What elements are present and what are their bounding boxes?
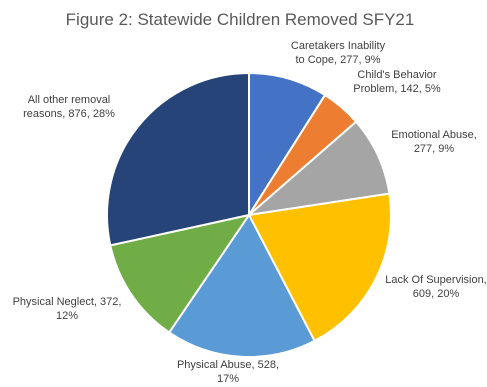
pie-slice-physical-neglect xyxy=(109,213,252,334)
pie-slices xyxy=(106,71,392,358)
pie-labels: Caretakers Inability to Cope, 277, 9% Chil… xyxy=(13,40,487,385)
pie-label-line: All other removal xyxy=(28,94,111,106)
pie-label-lack-of-supervision: Lack Of Supervision, 609, 20% xyxy=(385,274,487,300)
pie-label-physical-abuse: Physical Abuse, 528, 17% xyxy=(177,359,279,385)
pie-slice-all-other-removal-reasons xyxy=(106,71,250,247)
pie-label-all-other-removal-reasons: All other removal reasons, 876, 28% xyxy=(23,94,115,120)
pie-label-line: 17% xyxy=(217,373,239,385)
pie-label-physical-neglect: Physical Neglect, 372, 12% xyxy=(13,296,122,322)
pie-label-line: Problem, 142, 5% xyxy=(353,83,441,95)
chart-title: Figure 2: Statewide Children Removed SFY… xyxy=(66,10,415,29)
pie-label-line: Physical Abuse, 528, xyxy=(177,359,279,371)
pie-label-line: 609, 20% xyxy=(413,288,460,300)
pie-label-line: Caretakers Inability xyxy=(291,40,386,52)
pie-label-line: Lack Of Supervision, xyxy=(385,274,487,286)
pie-label-caretakers-inability-to-cope: Caretakers Inability to Cope, 277, 9% xyxy=(291,40,386,66)
pie-label-line: 12% xyxy=(56,310,78,322)
pie-label-emotional-abuse: Emotional Abuse, 277, 9% xyxy=(391,129,477,155)
pie-label-child-s-behavior-problem: Child's Behavior Problem, 142, 5% xyxy=(353,69,441,95)
pie-label-line: 277, 9% xyxy=(414,143,455,155)
pie-label-line: Physical Neglect, 372, xyxy=(13,296,122,308)
pie-label-line: Emotional Abuse, xyxy=(391,129,477,141)
pie-slice-lack-of-supervision xyxy=(247,192,392,343)
pie-label-line: reasons, 876, 28% xyxy=(23,108,115,120)
pie-label-line: to Cope, 277, 9% xyxy=(295,54,380,66)
pie-slice-emotional-abuse xyxy=(245,120,391,217)
pie-slice-caretakers-inability-to-cope xyxy=(248,71,327,219)
pie-slice-physical-abuse xyxy=(167,213,316,358)
pie-label-line: Child's Behavior xyxy=(357,69,436,81)
